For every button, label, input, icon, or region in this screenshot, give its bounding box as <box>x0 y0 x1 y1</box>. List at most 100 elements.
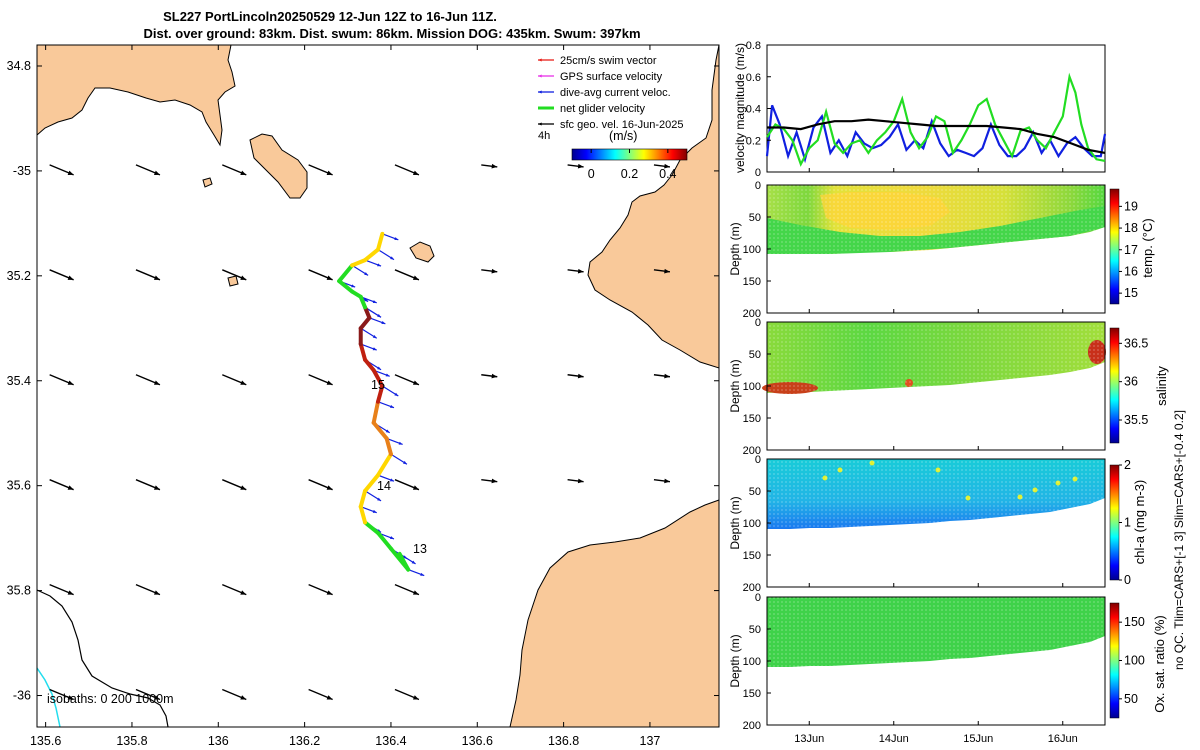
date-tick-label: 15Jun <box>963 733 993 745</box>
depth-tick-label: 200 <box>743 308 761 320</box>
track-map: 15 14 13 isobaths: 0 200 1000m 25cm/s sw… <box>7 44 720 748</box>
geo-vector <box>567 478 584 484</box>
track-segment <box>384 436 393 457</box>
geo-vector <box>222 479 247 491</box>
colorbar-tick-label: 19 <box>1124 199 1138 213</box>
legend-label: net glider velocity <box>560 103 645 115</box>
colorbar-tick-label: 15 <box>1124 286 1138 300</box>
depth-tick-label: 100 <box>743 244 761 256</box>
geo-vector <box>481 478 498 484</box>
current-vector <box>381 385 399 397</box>
current-vector <box>364 259 382 267</box>
track-segment <box>371 368 385 388</box>
legend-interval: 4h <box>538 130 550 142</box>
geo-vector <box>49 374 74 386</box>
geo-vector <box>394 479 420 491</box>
depth-tick-label: 0 <box>755 454 761 466</box>
current-vector <box>377 401 395 409</box>
map-xtick-label: 135.6 <box>30 734 61 748</box>
salinity-panel: salinity <box>762 321 1169 451</box>
current-vector <box>377 474 395 482</box>
track-segment <box>358 342 368 362</box>
colorbar-tick-label: 36 <box>1124 375 1138 389</box>
depth-tick-label: 50 <box>749 212 761 224</box>
track-segment <box>371 420 389 441</box>
depth-tick-label: 100 <box>743 656 761 668</box>
map-ytick-label: -35 <box>13 164 31 178</box>
isobath-lines <box>36 589 169 728</box>
temperature-panel: temp. (°C) <box>766 184 1155 314</box>
salinity-cblabel: salinity <box>1154 366 1169 406</box>
day-label-15: 15 <box>371 378 385 392</box>
current-vector <box>390 453 408 465</box>
track-segment <box>376 384 385 404</box>
track-segment <box>358 504 368 525</box>
velocity-axes <box>766 44 1106 173</box>
map-xtick-label: 136.8 <box>548 734 579 748</box>
current-vector <box>408 569 425 577</box>
geo-vector <box>222 374 247 386</box>
legend-label: sfc geo. vel. 16-Jun-2025 <box>560 119 684 131</box>
colorbar-tick-label: 0 <box>1124 573 1131 587</box>
geo-vector <box>49 688 74 701</box>
map-ytick-label: 35.6 <box>7 479 31 493</box>
map-legend: 25cm/s swim vector GPS surface velocity di… <box>538 55 688 181</box>
yorke-peninsula <box>36 44 236 147</box>
legend-rows: 25cm/s swim vector GPS surface velocity di… <box>538 55 684 131</box>
map-xtick-label: 135.8 <box>116 734 147 748</box>
geo-vector <box>653 478 671 484</box>
figure-title-line2: Dist. over ground: 83km. Dist. swum: 86k… <box>143 26 640 41</box>
colorbar-tick-label: 2 <box>1124 458 1131 472</box>
geo-vector <box>135 583 161 596</box>
map-ytick-label: 35.2 <box>7 269 31 283</box>
salinity-colorbar <box>1109 327 1120 444</box>
date-tick-label: 14Jun <box>879 733 909 745</box>
figure-title-line1: SL227 PortLincoln20250529 12-Jun 12Z to … <box>163 9 497 24</box>
islet-2 <box>409 241 435 263</box>
colorbar-tick-label: 17 <box>1124 243 1138 257</box>
chlorophyll-cblabel: chl-a (mg m-3) <box>1132 480 1147 565</box>
track-segment <box>363 247 380 263</box>
land-areas <box>36 44 720 728</box>
salinity-samples <box>767 322 1105 394</box>
temperature-colorbar <box>1109 188 1120 305</box>
current-vector <box>364 490 382 502</box>
legend-swatch <box>538 90 554 94</box>
kangaroo-island-north <box>587 44 720 369</box>
geo-vector <box>49 479 74 491</box>
temperature-cblabel: temp. (°C) <box>1140 218 1155 277</box>
map-xtick-label: 136 <box>208 734 229 748</box>
chlorophyll-colorbar <box>1109 464 1120 581</box>
map-ytick-label: 35.4 <box>7 374 31 388</box>
oxygen-cblabel: Ox. sat. ratio (%) <box>1152 615 1167 713</box>
depth-tick-label: 100 <box>743 381 761 393</box>
velocity-ticks: 0 0.2 0.4 0.6 0.8 <box>746 40 1064 179</box>
velocity-ytick-label: 0.2 <box>746 135 761 147</box>
track-segment <box>388 546 411 572</box>
depth-tick-label: 200 <box>743 445 761 457</box>
islet-1 <box>202 177 213 188</box>
day-label-13: 13 <box>413 542 427 556</box>
current-vector <box>360 343 377 351</box>
current-vector <box>360 506 377 514</box>
depth-tick-label: 0 <box>755 180 761 192</box>
date-tick-label: 13Jun <box>794 733 824 745</box>
colorbar-tick-label: 16 <box>1124 264 1138 278</box>
legend-swatch <box>538 122 554 126</box>
geo-vector <box>394 269 420 281</box>
geo-vector <box>308 583 333 596</box>
legend-label: 25cm/s swim vector <box>560 55 657 67</box>
geo-vector <box>135 164 161 176</box>
legend-label: GPS surface velocity <box>560 71 663 83</box>
map-ytick-label: 35.8 <box>7 584 31 598</box>
track-segment <box>376 231 385 252</box>
speed-colorbar-ticks: 0 0.2 0.4 <box>588 149 677 181</box>
depth-tick-label: 50 <box>749 349 761 361</box>
velocity-panel: 0 0.2 0.4 0.6 0.8 velocity magnitude (m/s) <box>733 40 1107 179</box>
isobath-1000m <box>36 667 61 728</box>
geo-vector <box>308 479 333 491</box>
colorbar-tick-label: 0 <box>588 167 595 181</box>
colorbar-tick-label: 1 <box>1124 516 1131 530</box>
